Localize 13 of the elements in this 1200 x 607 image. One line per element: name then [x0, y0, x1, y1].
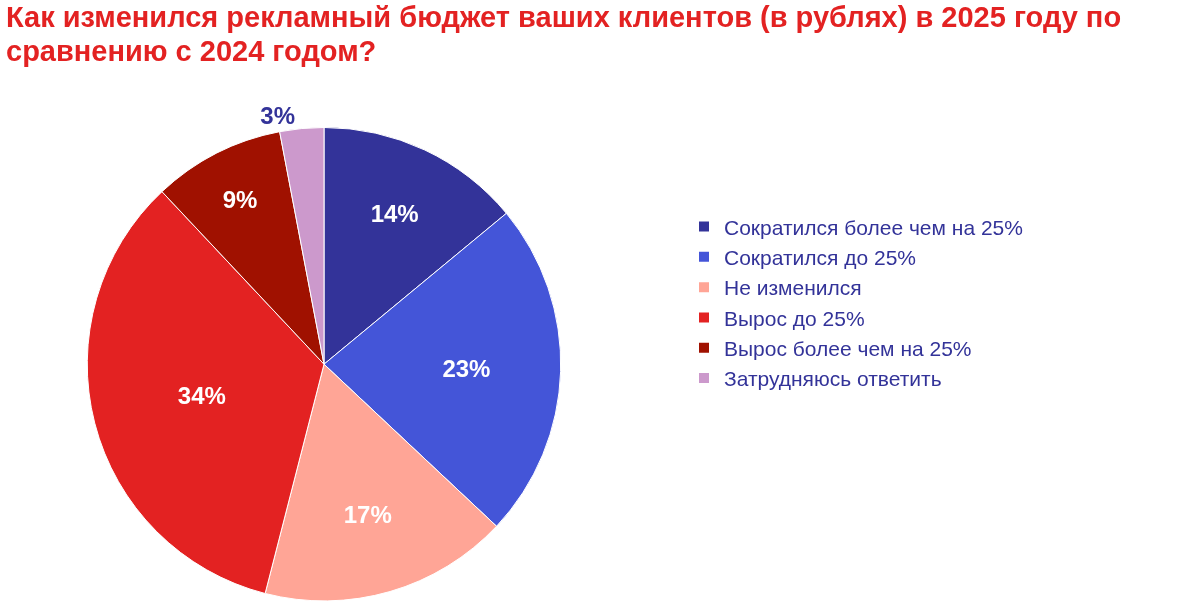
data-label: 17%	[343, 501, 392, 529]
data-label: 9%	[222, 185, 258, 213]
legend-label: Сократился до 25%	[724, 246, 917, 270]
legend-label: Вырос более чем на 25%	[724, 336, 972, 360]
data-label: 3%	[260, 101, 295, 129]
data-label: 34%	[177, 382, 226, 410]
legend-label: Сократился более чем на 25%	[724, 215, 1023, 239]
data-label: 23%	[442, 355, 491, 383]
legend-label: Вырос до 25%	[724, 306, 865, 330]
data-label: 14%	[370, 200, 419, 228]
legend-label: Не изменился	[724, 276, 862, 300]
legend-label: Затрудняюсь ответить	[724, 367, 942, 391]
chart-title: Как изменился рекламный бюджет ваших клиентов (в рублях) в 2025 году по сравнению с 2024 годом?	[6, 0, 1123, 68]
